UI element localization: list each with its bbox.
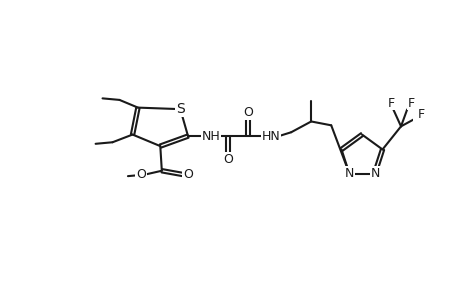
Text: O: O bbox=[243, 106, 252, 119]
Text: F: F bbox=[387, 97, 394, 110]
Text: F: F bbox=[417, 108, 425, 121]
Text: N: N bbox=[370, 167, 379, 180]
Text: N: N bbox=[344, 167, 353, 180]
Text: S: S bbox=[175, 102, 184, 116]
Text: F: F bbox=[407, 97, 414, 110]
Text: NH: NH bbox=[202, 130, 220, 142]
Text: O: O bbox=[223, 153, 232, 166]
Text: O: O bbox=[183, 168, 192, 181]
Text: O: O bbox=[136, 168, 146, 181]
Text: HN: HN bbox=[261, 130, 280, 142]
